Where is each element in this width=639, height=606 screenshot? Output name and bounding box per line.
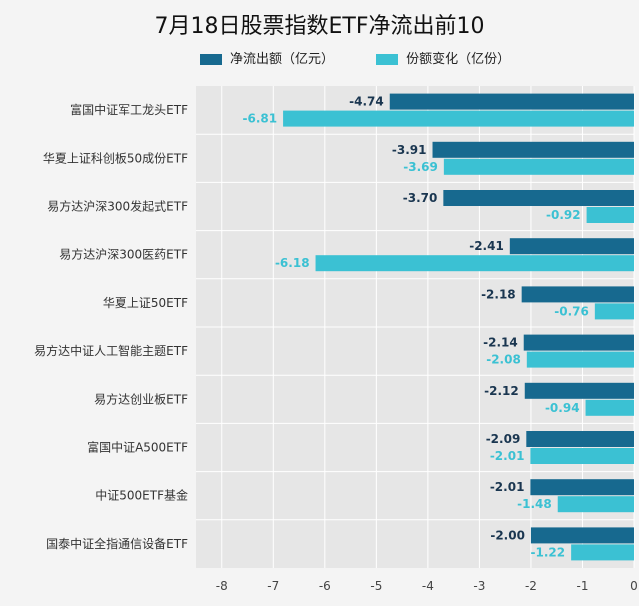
data-label-share-change: -0.76 (554, 304, 589, 318)
legend-item-net-outflow[interactable]: 净流出额（亿元） (200, 48, 334, 67)
bar-share-change (586, 207, 634, 223)
data-label-net-outflow: -3.70 (403, 191, 438, 205)
category-label: 富国中证军工龙头ETF (70, 102, 188, 117)
bar-share-change (557, 496, 634, 513)
data-label-net-outflow: -3.91 (392, 143, 427, 157)
data-label-net-outflow: -2.12 (484, 384, 519, 398)
data-label-net-outflow: -2.18 (481, 287, 516, 301)
data-label-share-change: -2.01 (490, 449, 525, 463)
category-label: 华夏上证科创板50成份ETF (43, 151, 188, 165)
legend: 净流出额（亿元） 份额变化（亿份） (200, 48, 548, 67)
x-tick-label: -3 (473, 579, 485, 593)
legend-label-share-change: 份额变化（亿份） (406, 52, 511, 67)
data-label-share-change: -1.48 (517, 497, 552, 511)
category-label: 易方达沪深300发起式ETF (47, 199, 188, 214)
bar-share-change (594, 303, 634, 320)
bar-net-outflow (389, 93, 634, 110)
category-label: 富国中证A500ETF (87, 440, 188, 455)
data-label-share-change: -1.22 (531, 545, 566, 559)
bar-share-change (530, 448, 634, 464)
data-label-net-outflow: -2.00 (490, 528, 525, 542)
x-tick-label: -4 (422, 579, 434, 593)
data-label-share-change: -0.94 (545, 401, 580, 415)
bar-net-outflow (530, 479, 634, 496)
category-label: 易方达中证人工智能主题ETF (34, 343, 188, 358)
bar-net-outflow (526, 431, 634, 447)
chart-title: 7月18日股票指数ETF净流出前10 (154, 14, 485, 39)
legend-label-net-outflow: 净流出额（亿元） (230, 52, 335, 67)
bar-net-outflow (443, 190, 634, 206)
bar-net-outflow (521, 286, 634, 303)
bar-share-change (443, 158, 634, 175)
data-label-share-change: -2.08 (486, 353, 521, 367)
bar-share-change (585, 399, 634, 416)
bar-share-change (526, 351, 634, 368)
bar-share-change (315, 255, 634, 272)
x-tick-label: -5 (370, 579, 382, 593)
legend-swatch-net-outflow (200, 54, 222, 65)
x-tick-label: -2 (525, 579, 537, 593)
data-label-share-change: -6.18 (275, 256, 310, 270)
bar-share-change (283, 110, 634, 127)
x-tick-label: -7 (267, 579, 279, 593)
bar-net-outflow (530, 527, 634, 544)
bar-net-outflow (432, 141, 634, 158)
data-label-share-change: -0.92 (546, 208, 581, 222)
bar-net-outflow (509, 238, 634, 255)
legend-swatch-share-change (376, 54, 399, 65)
x-tick-label: -8 (216, 579, 228, 593)
data-label-net-outflow: -4.74 (349, 95, 384, 109)
category-label: 中证500ETF基金 (95, 488, 188, 503)
x-tick-label: -1 (576, 579, 588, 593)
data-label-net-outflow: -2.14 (483, 336, 518, 350)
data-label-share-change: -3.69 (403, 160, 438, 174)
bar-net-outflow (524, 382, 634, 399)
category-label: 华夏上证50ETF (103, 296, 188, 310)
x-tick-label: 0 (630, 579, 638, 593)
data-label-net-outflow: -2.41 (469, 239, 504, 253)
category-label: 易方达创业板ETF (94, 391, 188, 406)
data-label-net-outflow: -2.01 (490, 480, 525, 494)
x-tick-label: -6 (319, 579, 331, 593)
bar-net-outflow (523, 334, 634, 351)
category-label: 国泰中证全指通信设备ETF (46, 536, 188, 551)
category-label: 易方达沪深300医药ETF (59, 247, 188, 262)
legend-item-share-change[interactable]: 份额变化（亿份） (376, 48, 510, 67)
bar-share-change (571, 544, 634, 561)
data-label-share-change: -6.81 (242, 112, 277, 126)
data-label-net-outflow: -2.09 (486, 432, 521, 446)
